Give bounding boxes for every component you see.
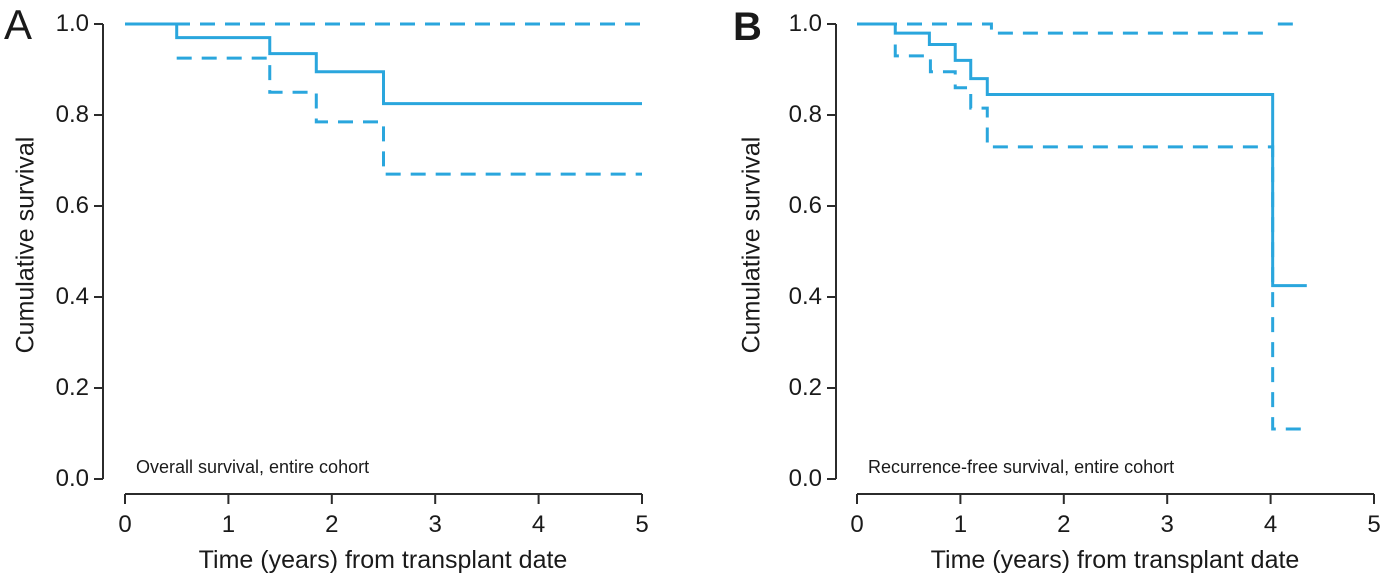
x-tick-label: 1 (953, 511, 968, 538)
x-axis (124, 493, 643, 504)
x-tick-label: 3 (428, 511, 442, 538)
km-estimate-curve (857, 22, 1307, 288)
y-axis-label: Cumulative survival (737, 136, 766, 354)
y-tick-label: 0.4 (55, 283, 89, 310)
y-tick-label: 0.6 (788, 192, 822, 219)
y-tick-label: 0.0 (788, 465, 822, 492)
confidence-interval-curve (857, 22, 1273, 35)
x-tick-label: 4 (1263, 511, 1278, 538)
x-tick-label: 0 (850, 511, 864, 538)
panel-letter: A (4, 1, 33, 48)
x-tick-label: 5 (635, 511, 649, 538)
y-tick-label: 0.4 (788, 283, 822, 310)
y-axis-label: Cumulative survival (11, 136, 40, 354)
y-tick-label: 0.2 (55, 374, 89, 401)
y-tick-label: 1.0 (788, 10, 822, 37)
x-axis (856, 493, 1375, 504)
x-tick-label: 5 (1367, 511, 1381, 538)
plot-annotation: Overall survival, entire cohort (136, 457, 370, 477)
km-estimate-curve (125, 22, 642, 106)
y-axis (94, 23, 104, 480)
y-tick-label: 0.2 (788, 374, 822, 401)
x-tick-label: 2 (325, 511, 339, 538)
x-axis-label: Time (years) from transplant date (930, 546, 1300, 574)
y-tick-label: 0.8 (55, 101, 89, 128)
x-tick-label: 3 (1160, 511, 1174, 538)
x-tick-label: 4 (531, 511, 546, 538)
confidence-interval-curve (176, 56, 642, 176)
y-axis (827, 23, 837, 480)
x-axis-label: Time (years) from transplant date (198, 546, 568, 574)
x-tick-label: 0 (118, 511, 132, 538)
x-tick-label: 1 (221, 511, 236, 538)
plot-annotation: Recurrence-free survival, entire cohort (868, 457, 1175, 477)
panel-letter: B (733, 5, 762, 49)
y-tick-label: 0.8 (788, 101, 822, 128)
y-tick-label: 1.0 (55, 10, 89, 37)
confidence-interval-curve (893, 44, 1307, 431)
y-tick-label: 0.0 (55, 465, 89, 492)
x-tick-label: 2 (1057, 511, 1071, 538)
y-tick-label: 0.6 (55, 192, 89, 219)
